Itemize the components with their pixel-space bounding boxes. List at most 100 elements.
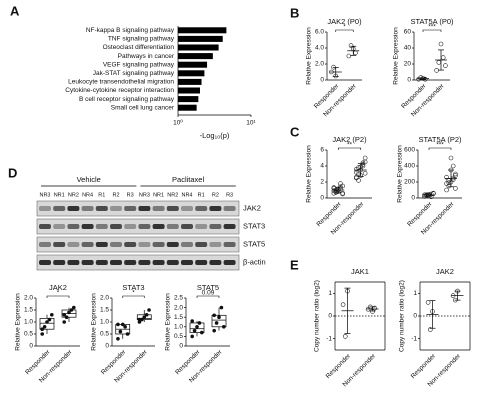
data-point bbox=[192, 328, 197, 333]
blot-band bbox=[67, 242, 80, 247]
data-point bbox=[123, 325, 127, 329]
lane-label: R1 bbox=[98, 192, 105, 198]
bar bbox=[178, 53, 213, 60]
box bbox=[211, 314, 227, 328]
blot-strip bbox=[36, 254, 240, 271]
data-point bbox=[118, 329, 123, 334]
y-axis-label: Relative Expression bbox=[15, 293, 22, 351]
y-tick-label: 0 bbox=[413, 313, 417, 320]
blot-band bbox=[209, 224, 222, 229]
lane-label: NR3 bbox=[39, 192, 50, 198]
blot-band bbox=[195, 206, 208, 211]
blot-band bbox=[152, 260, 165, 265]
blot-band bbox=[166, 242, 179, 247]
blot-band bbox=[152, 242, 165, 247]
blot-band bbox=[53, 224, 66, 229]
data-point bbox=[144, 313, 149, 317]
data-point bbox=[222, 325, 226, 329]
blot-band bbox=[124, 260, 137, 265]
chart-title: JAK1 bbox=[351, 267, 369, 276]
data-point bbox=[125, 332, 130, 336]
blot-band bbox=[124, 224, 137, 229]
data-point bbox=[354, 166, 359, 172]
y-axis-label: Relative Expression bbox=[397, 145, 404, 203]
data-point bbox=[340, 190, 345, 196]
data-point bbox=[362, 170, 368, 176]
x-tick-label: 10⁰ bbox=[173, 119, 183, 127]
blot-band bbox=[95, 206, 108, 211]
y-tick-label: -1 bbox=[326, 335, 332, 342]
data-point bbox=[214, 321, 219, 325]
y-tick-label: 2 bbox=[320, 179, 324, 186]
y-tick-label: 1 bbox=[413, 290, 417, 297]
data-point bbox=[444, 187, 449, 193]
blot-band bbox=[195, 242, 208, 247]
chart-title: STAT5A (P0) bbox=[410, 17, 454, 26]
lane-label: R3 bbox=[226, 192, 233, 198]
y-tick-label: 0 bbox=[328, 313, 332, 320]
chart-title: JAK2 (P0) bbox=[327, 17, 362, 26]
x-axis-label: -Log₁₀(p) bbox=[200, 131, 230, 140]
data-point bbox=[331, 64, 336, 70]
y-axis-label: Relative Expression bbox=[91, 293, 98, 351]
y-tick-label: 2.0 bbox=[174, 304, 183, 311]
data-point bbox=[438, 41, 444, 47]
data-point bbox=[45, 320, 49, 324]
y-tick-label: 6 bbox=[320, 147, 324, 154]
data-point bbox=[342, 334, 348, 339]
data-point bbox=[354, 170, 359, 175]
y-axis-label: Relative Expression bbox=[306, 27, 313, 85]
data-point bbox=[353, 50, 358, 56]
blot-band bbox=[124, 242, 137, 247]
y-tick-label: 400 bbox=[404, 163, 415, 170]
blot-band bbox=[166, 224, 179, 229]
y-tick-label: 1.0 bbox=[24, 319, 33, 326]
blot-band bbox=[152, 206, 165, 211]
blot-band bbox=[81, 206, 94, 211]
blot-band bbox=[209, 242, 222, 247]
y-tick-label: 6.0 bbox=[315, 29, 324, 36]
significance-label: *** bbox=[436, 142, 444, 149]
data-point bbox=[450, 163, 456, 169]
data-point bbox=[200, 330, 204, 335]
blot-band bbox=[195, 260, 208, 265]
data-point bbox=[67, 310, 71, 315]
bar bbox=[178, 96, 199, 103]
y-axis-label: Copy number ratio (log2) bbox=[314, 280, 321, 352]
data-point bbox=[40, 327, 44, 332]
data-point bbox=[197, 321, 202, 325]
significance-label: *** bbox=[428, 24, 436, 31]
data-point bbox=[50, 313, 54, 317]
blot-band bbox=[53, 242, 66, 247]
y-tick-label: 1 bbox=[328, 290, 332, 297]
blot-band bbox=[110, 260, 122, 265]
data-point bbox=[62, 313, 66, 317]
blot-band bbox=[223, 242, 236, 247]
significance-label: ** bbox=[347, 142, 353, 149]
blot-band bbox=[67, 260, 80, 265]
bar bbox=[178, 70, 205, 77]
condition-label: Vehicle bbox=[77, 175, 101, 184]
data-point bbox=[425, 300, 431, 305]
blot-band bbox=[53, 206, 66, 211]
data-point bbox=[448, 155, 454, 161]
y-tick-label: 60 bbox=[404, 29, 412, 36]
data-point bbox=[362, 155, 368, 161]
lane-label: NR2 bbox=[68, 192, 79, 198]
x-tick-label: Non-responder bbox=[410, 82, 446, 118]
data-point bbox=[147, 308, 151, 312]
data-point bbox=[440, 55, 446, 60]
lane-label: R2 bbox=[112, 192, 119, 198]
data-point bbox=[212, 328, 216, 333]
blot-band bbox=[81, 224, 94, 229]
category-label: VEGF signaling pathway bbox=[103, 61, 175, 68]
data-point bbox=[436, 60, 442, 65]
chart-title: JAK2 bbox=[436, 267, 454, 276]
y-tick-label: 0 bbox=[407, 77, 411, 84]
data-point bbox=[120, 322, 125, 327]
lane-label: NR2 bbox=[167, 192, 178, 198]
data-point bbox=[116, 322, 120, 327]
y-tick-label: 1.0 bbox=[100, 319, 109, 326]
y-tick-label: 0.5 bbox=[100, 331, 109, 338]
lane-label: NR4 bbox=[82, 192, 93, 198]
